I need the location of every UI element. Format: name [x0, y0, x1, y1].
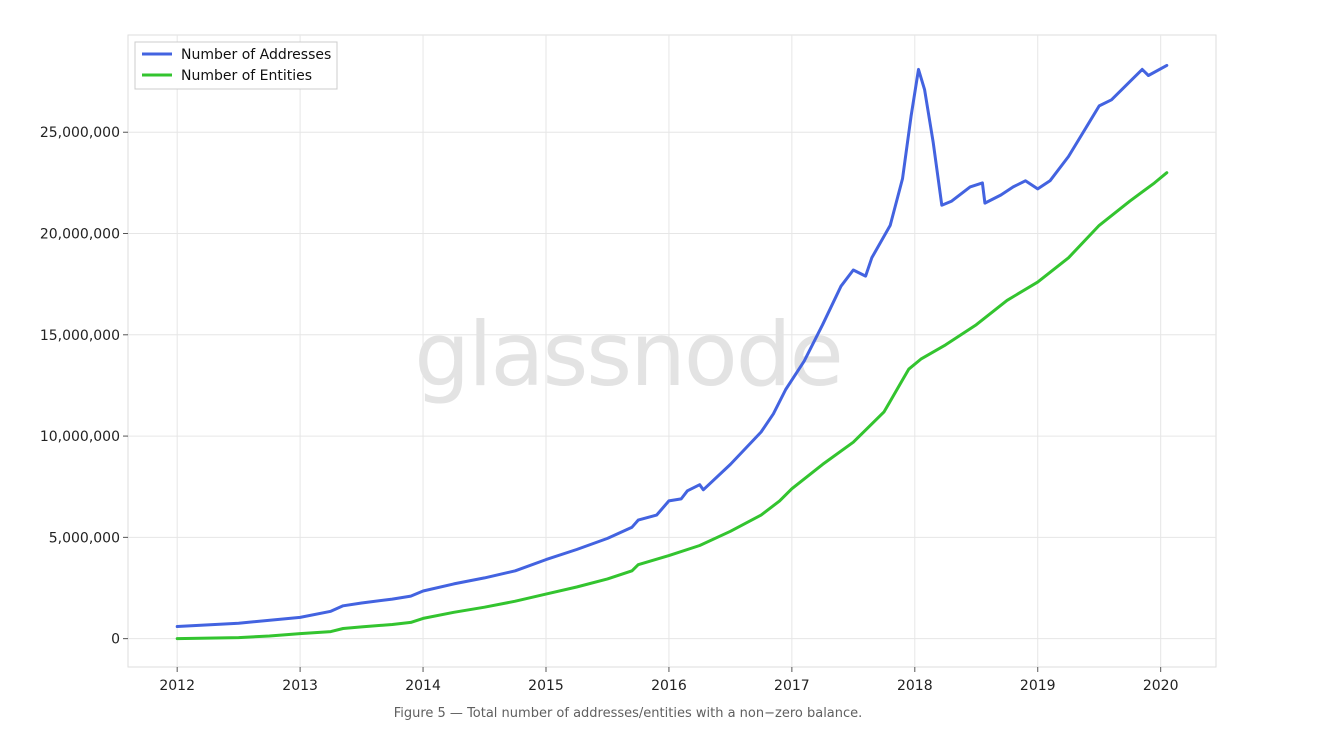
legend-label-entities: Number of Entities	[181, 68, 312, 84]
x-tick-label: 2014	[405, 678, 441, 694]
x-tick-label: 2012	[159, 678, 195, 694]
x-tick-label: 2016	[651, 678, 687, 694]
plot-area	[127, 34, 1217, 668]
y-tick-label: 0	[111, 632, 120, 648]
legend: Number of Addresses Number of Entities	[134, 41, 338, 90]
x-tick-label: 2018	[897, 678, 933, 694]
y-tick-label: 5,000,000	[49, 530, 120, 546]
x-tick-label: 2015	[528, 678, 564, 694]
series-line-entities	[175, 171, 1169, 641]
x-tick-label: 2017	[774, 678, 810, 694]
watermark-logo: glassnode	[414, 303, 842, 406]
figure-caption: Figure 5 — Total number of addresses/ent…	[393, 706, 863, 721]
y-tick-label: 15,000,000	[40, 328, 120, 344]
legend-box	[134, 41, 338, 90]
x-tick-label: 2020	[1143, 678, 1179, 694]
y-tick-label: 10,000,000	[40, 429, 120, 445]
x-axis-ticks: 2012 2013 2014 2015 2016 2017 2018 2019 2020	[159, 667, 1178, 694]
x-tick-label: 2019	[1020, 678, 1056, 694]
line-chart: glassnode 2012 2013 2014 2015 2016 2017 2018 20…	[40, 34, 1217, 694]
grid-lines	[128, 35, 1216, 667]
series-lines	[175, 63, 1169, 641]
legend-label-addresses: Number of Addresses	[181, 47, 331, 63]
y-axis-ticks: 0 5,000,000 10,000,000 15,000,000 20,000,000…	[40, 125, 128, 648]
y-tick-label: 25,000,000	[40, 125, 120, 141]
series-line-addresses	[175, 63, 1169, 628]
y-tick-label: 20,000,000	[40, 227, 120, 243]
x-tick-label: 2013	[282, 678, 318, 694]
